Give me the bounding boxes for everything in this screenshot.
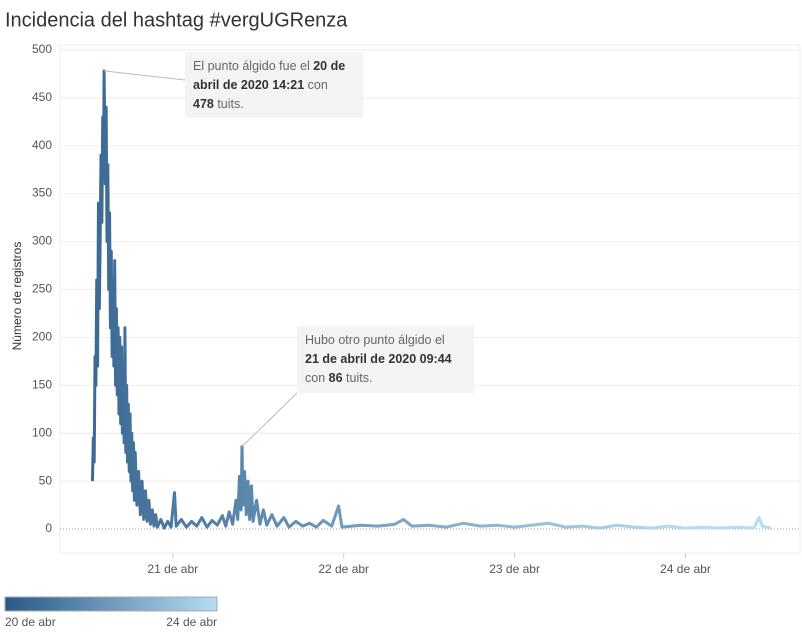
- annotation-text: 478 tuits.: [193, 97, 244, 111]
- annotation-text: con 86 tuits.: [305, 371, 372, 385]
- y-tick-label: 0: [45, 521, 52, 535]
- y-tick-label: 250: [32, 282, 52, 296]
- annotation-part: 21 de abril de 2020 09:44: [305, 352, 452, 366]
- y-tick-label: 200: [32, 330, 52, 344]
- annotation-part: 20 de: [313, 59, 345, 73]
- annotation-text: abril de 2020 14:21 con: [193, 78, 328, 92]
- y-tick-label: 450: [32, 90, 52, 104]
- annotation-part: 478: [193, 97, 214, 111]
- x-tick-label: 21 de abr: [147, 562, 198, 576]
- annotation-part: Hubo otro punto álgido el: [305, 333, 445, 347]
- annotation-box: [297, 326, 474, 393]
- annotation-text: El punto álgido fue el 20 de: [193, 59, 345, 73]
- y-tick-label: 300: [32, 234, 52, 248]
- y-tick-label: 400: [32, 138, 52, 152]
- plot-area: [59, 44, 801, 554]
- annotation-box: [185, 52, 363, 118]
- annotation-leader: [241, 392, 298, 447]
- y-tick-label: 150: [32, 377, 52, 391]
- x-tick-label: 24 de abr: [660, 562, 711, 576]
- chart-title: Incidencia del hashtag #vergUGRenza: [5, 9, 348, 31]
- annotation-part: tuits.: [214, 97, 244, 111]
- annotation-part: El punto álgido fue el: [193, 59, 313, 73]
- annotation-part: tuits.: [343, 371, 373, 385]
- y-tick-label: 50: [39, 473, 53, 487]
- x-tick-label: 22 de abr: [318, 562, 369, 576]
- annotation-part: 86: [329, 371, 343, 385]
- color-legend: [4, 596, 218, 612]
- annotation-text: 21 de abril de 2020 09:44: [305, 352, 452, 366]
- annotation-part: abril de 2020 14:21: [193, 78, 304, 92]
- y-tick-label: 350: [32, 186, 52, 200]
- annotation-part: con: [304, 78, 328, 92]
- y-tick-label: 500: [32, 42, 52, 56]
- annotation-text: Hubo otro punto álgido el: [305, 333, 445, 347]
- x-tick-label: 23 de abr: [489, 562, 540, 576]
- color-legend-label: 20 de abr: [5, 615, 56, 629]
- line: [90, 69, 772, 530]
- annotation-leader: [104, 70, 186, 81]
- y-axis-title: Número de registros: [10, 242, 24, 351]
- y-tick-label: 100: [32, 425, 52, 439]
- color-legend-label: 24 de abr: [166, 615, 217, 629]
- annotation-part: con: [305, 371, 329, 385]
